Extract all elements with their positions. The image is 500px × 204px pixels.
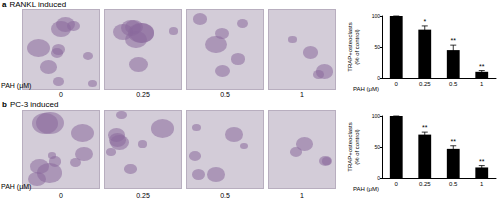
- html-text:1: 1: [300, 192, 304, 199]
- svg-text:50: 50: [374, 44, 380, 50]
- svg-text:0: 0: [395, 181, 399, 187]
- svg-text:0: 0: [377, 175, 380, 181]
- svg-text:0: 0: [395, 81, 399, 87]
- svg-text:(% of control): (% of control): [354, 129, 360, 165]
- html-text:0.25: 0.25: [136, 192, 150, 199]
- svg-text:TRAP+osteoclasts: TRAP+osteoclasts: [347, 122, 353, 172]
- svg-text:0.25: 0.25: [419, 181, 431, 187]
- svg-text:0.5: 0.5: [449, 181, 458, 187]
- svg-text:TRAP+osteoclasts: TRAP+osteoclasts: [347, 22, 353, 72]
- svg-text:*: *: [423, 18, 426, 25]
- svg-text:0: 0: [377, 75, 380, 81]
- svg-text:(% of control): (% of control): [354, 29, 360, 65]
- html-text:0.5: 0.5: [220, 192, 230, 199]
- svg-text:PAH (μM): PAH (μM): [353, 186, 379, 192]
- html-text:b PC-3 induced: b PC-3 induced: [2, 100, 59, 109]
- svg-text:**: **: [422, 124, 428, 131]
- html-text:0: 0: [59, 192, 63, 199]
- svg-text:100: 100: [372, 113, 381, 119]
- svg-text:**: **: [479, 158, 485, 165]
- svg-text:**: **: [479, 63, 485, 70]
- html-text:PAH (μM): PAH (μM): [1, 183, 32, 190]
- html-text:0: 0: [59, 91, 63, 98]
- svg-text:1: 1: [480, 81, 484, 87]
- svg-text:0.25: 0.25: [419, 81, 431, 87]
- html-text:1: 1: [300, 91, 304, 98]
- svg-text:50: 50: [374, 144, 380, 150]
- html-text:PAH (μM): PAH (μM): [1, 82, 32, 89]
- svg-text:PAH (μM): PAH (μM): [353, 86, 379, 92]
- svg-text:100: 100: [372, 13, 381, 19]
- svg-text:0.5: 0.5: [449, 81, 458, 87]
- html-text:0.25: 0.25: [136, 91, 150, 98]
- html-text:a RANKL induced: a RANKL induced: [2, 0, 67, 9]
- svg-text:1: 1: [480, 181, 484, 187]
- svg-text:**: **: [451, 138, 457, 145]
- svg-text:**: **: [451, 37, 457, 44]
- html-text:0.5: 0.5: [220, 91, 230, 98]
